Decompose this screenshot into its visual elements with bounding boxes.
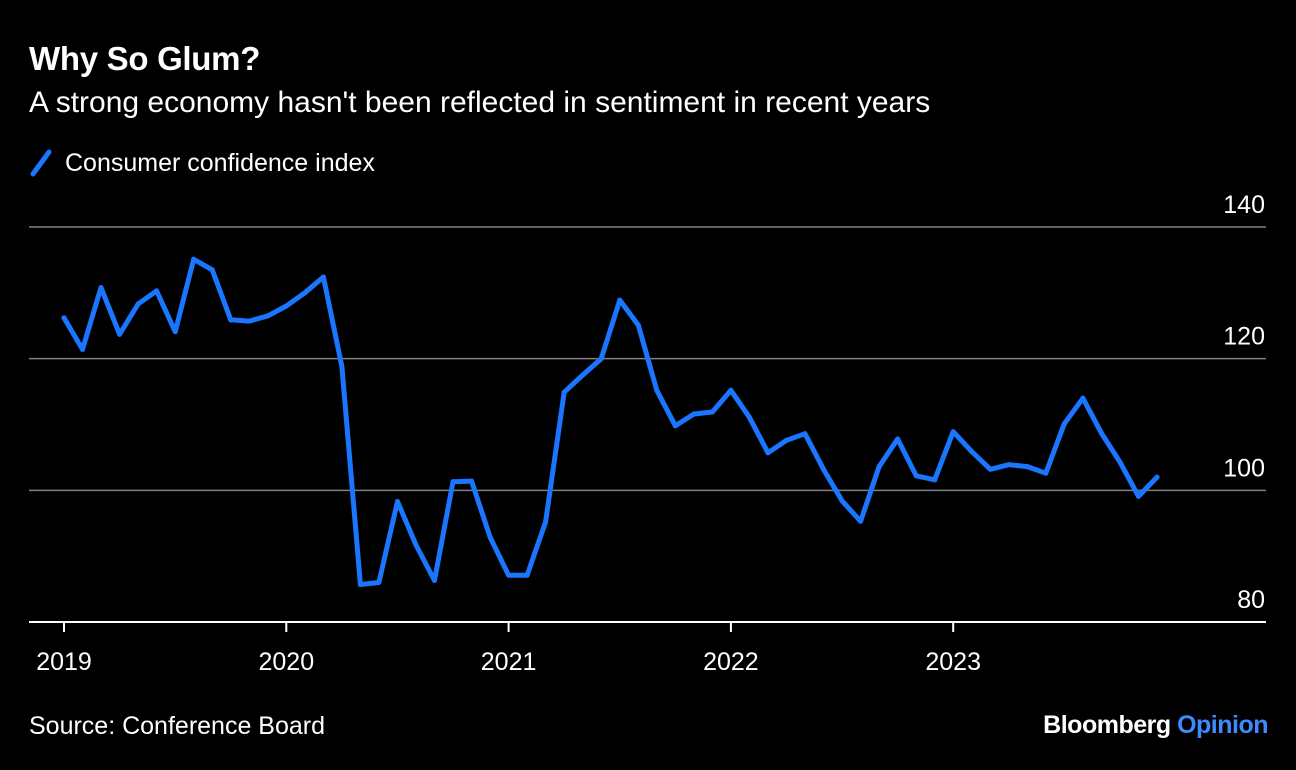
grid-layer xyxy=(29,226,1266,623)
data-point xyxy=(191,256,197,262)
data-point xyxy=(265,313,271,319)
brand-primary: Bloomberg xyxy=(1043,711,1171,739)
data-point xyxy=(746,414,752,420)
data-point xyxy=(209,267,215,273)
data-point xyxy=(394,499,400,505)
data-point xyxy=(802,431,808,437)
data-point xyxy=(876,464,882,470)
data-point xyxy=(1061,421,1067,427)
data-point xyxy=(654,387,660,393)
series-layer xyxy=(61,256,1160,587)
data-point xyxy=(469,478,475,484)
data-point xyxy=(969,448,975,454)
legend-label: Consumer confidence index xyxy=(65,148,375,177)
y-tick-label: 140 xyxy=(1223,191,1265,219)
x-tick-label: 2019 xyxy=(36,648,92,676)
series-line-consumer-confidence xyxy=(61,256,1160,587)
x-tick-label: 2020 xyxy=(258,648,314,676)
data-point xyxy=(913,473,919,479)
data-point xyxy=(135,301,141,307)
data-point xyxy=(895,436,901,442)
data-point xyxy=(932,477,938,483)
x-tick-label: 2022 xyxy=(703,648,759,676)
data-point xyxy=(950,429,956,435)
data-point xyxy=(506,572,512,578)
data-point xyxy=(357,581,363,587)
data-point xyxy=(1080,395,1086,401)
data-point xyxy=(709,409,715,415)
data-point xyxy=(783,437,789,443)
data-point xyxy=(320,274,326,280)
chart-subtitle: A strong economy hasn't been reflected i… xyxy=(29,86,931,119)
data-point xyxy=(1043,470,1049,476)
x-tick-label: 2021 xyxy=(481,648,537,676)
data-point xyxy=(228,317,234,323)
data-point xyxy=(1024,464,1030,470)
data-point xyxy=(524,572,530,578)
data-point xyxy=(1006,462,1012,468)
data-point xyxy=(487,534,493,540)
data-point xyxy=(432,578,437,584)
data-point xyxy=(1154,474,1160,480)
y-tick-label: 80 xyxy=(1237,586,1265,614)
data-point xyxy=(598,356,604,362)
chart-title: Why So Glum? xyxy=(29,40,261,77)
legend-swatch-icon xyxy=(30,149,52,177)
data-point xyxy=(172,329,178,335)
data-point xyxy=(450,479,456,485)
x-tick-label: 2023 xyxy=(925,648,981,676)
data-point xyxy=(283,303,289,309)
data-point xyxy=(117,331,123,337)
data-point xyxy=(80,346,86,352)
y-tick-label: 120 xyxy=(1223,323,1265,351)
y-tick-label: 100 xyxy=(1223,454,1265,482)
data-point xyxy=(1135,493,1141,499)
axis-layer: 80 100 120 140 2019 2020 2021 2022 2023 xyxy=(36,191,1265,676)
brand-secondary: Opinion xyxy=(1177,711,1268,739)
legend: Consumer confidence index xyxy=(29,148,375,178)
data-point xyxy=(61,315,67,321)
data-point xyxy=(413,542,419,548)
data-point xyxy=(635,322,641,328)
data-point xyxy=(839,498,845,504)
data-point xyxy=(376,580,382,585)
data-point xyxy=(728,387,734,393)
data-point xyxy=(339,364,345,370)
data-point xyxy=(617,297,623,303)
data-point xyxy=(302,290,308,296)
data-point xyxy=(672,423,678,429)
data-point xyxy=(1117,459,1123,465)
data-point xyxy=(1098,430,1104,436)
data-point xyxy=(691,411,697,417)
data-point xyxy=(858,518,864,524)
brand-logo: Bloomberg Opinion xyxy=(1043,711,1268,740)
data-point xyxy=(98,285,104,291)
data-point xyxy=(543,519,549,525)
data-point xyxy=(246,318,252,324)
data-point xyxy=(987,466,993,472)
data-point xyxy=(765,450,771,456)
data-point xyxy=(561,389,567,395)
data-point xyxy=(580,372,586,378)
source-note: Source: Conference Board xyxy=(29,712,326,740)
data-point xyxy=(154,288,160,294)
data-point xyxy=(821,466,827,472)
